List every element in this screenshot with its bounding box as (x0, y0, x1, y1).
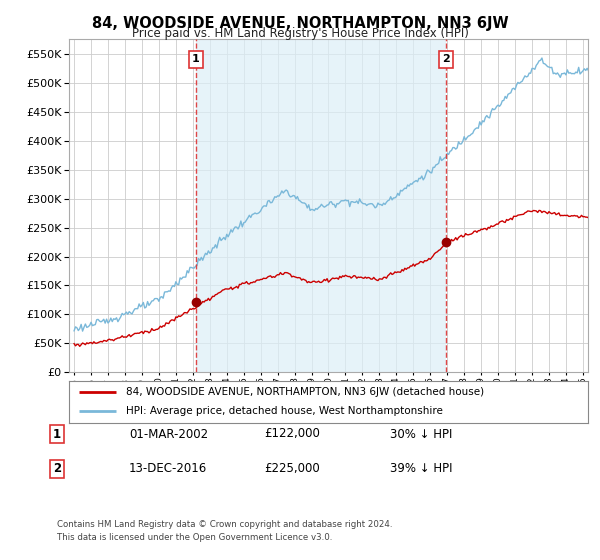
Text: Contains HM Land Registry data © Crown copyright and database right 2024.: Contains HM Land Registry data © Crown c… (57, 520, 392, 529)
Bar (196, 39, 446, 372)
Text: HPI: Average price, detached house, West Northamptonshire: HPI: Average price, detached house, West… (126, 407, 443, 417)
Text: £122,000: £122,000 (264, 427, 320, 441)
Text: 2: 2 (443, 54, 450, 64)
Text: 30% ↓ HPI: 30% ↓ HPI (390, 427, 452, 441)
Text: 13-DEC-2016: 13-DEC-2016 (129, 462, 207, 475)
Text: Price paid vs. HM Land Registry's House Price Index (HPI): Price paid vs. HM Land Registry's House … (131, 27, 469, 40)
Text: 1: 1 (53, 427, 61, 441)
Text: 01-MAR-2002: 01-MAR-2002 (129, 427, 208, 441)
Text: This data is licensed under the Open Government Licence v3.0.: This data is licensed under the Open Gov… (57, 533, 332, 542)
Text: 2: 2 (53, 462, 61, 475)
Text: £225,000: £225,000 (264, 462, 320, 475)
Text: 84, WOODSIDE AVENUE, NORTHAMPTON, NN3 6JW (detached house): 84, WOODSIDE AVENUE, NORTHAMPTON, NN3 6J… (126, 387, 484, 397)
Text: 1: 1 (192, 54, 200, 64)
Text: 84, WOODSIDE AVENUE, NORTHAMPTON, NN3 6JW: 84, WOODSIDE AVENUE, NORTHAMPTON, NN3 6J… (92, 16, 508, 31)
Text: 39% ↓ HPI: 39% ↓ HPI (390, 462, 452, 475)
